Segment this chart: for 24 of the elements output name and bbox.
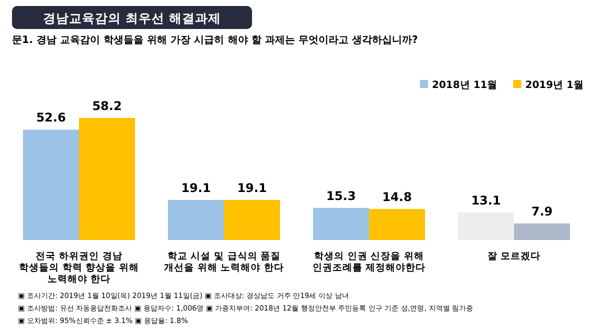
data-label: 19.1	[181, 180, 211, 195]
data-label: 19.1	[237, 180, 267, 195]
x-tick-label: 잘 모르겠다	[487, 251, 541, 262]
bar	[23, 130, 79, 240]
data-label: 52.6	[36, 110, 66, 125]
bar	[224, 200, 280, 240]
bar	[313, 208, 369, 240]
x-tick-label: 학교 시설 및 급식의 품질 개선을 위해 노력해야 한다	[164, 251, 284, 274]
chart-subtitle: 문1. 경남 교육감이 학생들을 위해 가장 시급히 해야 할 과제는 무엇이라고 생각하십니까?	[12, 35, 418, 46]
data-label: 58.2	[92, 99, 122, 113]
bar	[369, 208, 425, 240]
legend-label: 2019년 1월	[525, 80, 584, 91]
data-label: 13.1	[471, 194, 501, 208]
data-label: 7.9	[531, 204, 553, 218]
data-label: 15.3	[326, 188, 356, 203]
x-tick-label: 학생의 인권 신장을 위해 인권조례를 제정해야한다	[312, 251, 426, 274]
bar	[79, 118, 135, 240]
data-label: 14.8	[382, 190, 412, 204]
bar	[514, 223, 570, 240]
legend-label: 2018년 11월	[432, 80, 498, 91]
bar	[168, 200, 224, 240]
bar	[458, 212, 514, 240]
chart-title: 경남교육감의 최우선 해결과제	[43, 10, 221, 26]
x-tick-label: 전국 하위권인 경남 학생들의 학력 향상을 위해 노력해야 한다	[19, 251, 139, 285]
